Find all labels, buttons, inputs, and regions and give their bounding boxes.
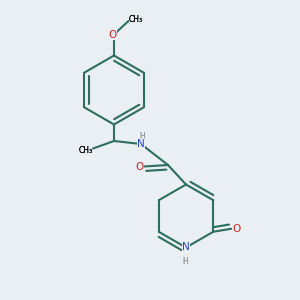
Text: O: O xyxy=(135,161,144,172)
Text: CH₃: CH₃ xyxy=(129,15,143,24)
Text: H: H xyxy=(182,256,188,266)
Text: N: N xyxy=(137,139,145,149)
Text: CH₃: CH₃ xyxy=(78,146,93,154)
Text: N: N xyxy=(182,242,190,253)
Text: O: O xyxy=(232,224,241,234)
Text: N: N xyxy=(137,139,145,149)
Text: H: H xyxy=(140,132,146,141)
Text: CH₃: CH₃ xyxy=(129,15,143,24)
Text: N: N xyxy=(182,242,190,253)
Text: H: H xyxy=(182,256,188,266)
Text: H: H xyxy=(140,132,146,141)
Text: CH₃: CH₃ xyxy=(78,146,93,154)
Text: O: O xyxy=(135,161,144,172)
Text: O: O xyxy=(232,224,241,234)
Text: O: O xyxy=(108,29,117,40)
Text: O: O xyxy=(108,29,117,40)
